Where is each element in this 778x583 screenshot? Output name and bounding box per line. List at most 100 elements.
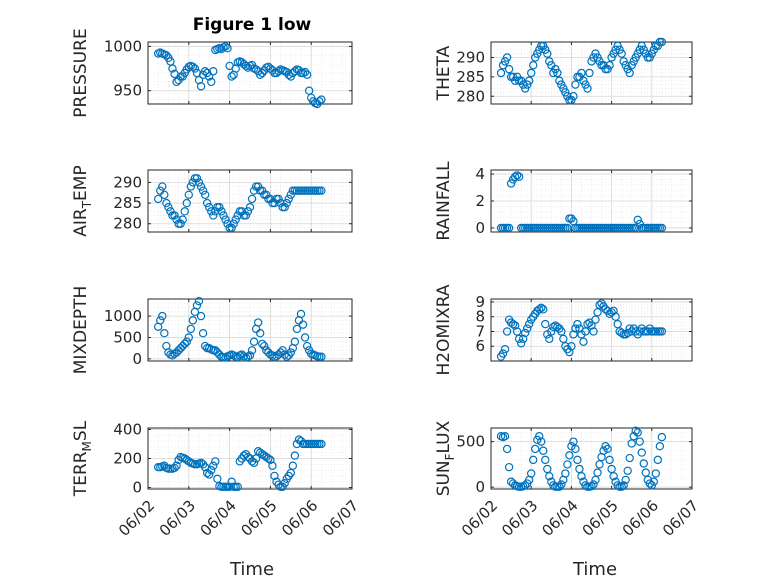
data-point bbox=[264, 454, 273, 463]
data-point bbox=[641, 468, 650, 477]
data-point bbox=[635, 437, 644, 446]
data-point bbox=[300, 333, 310, 342]
x-axis-label-left: Time bbox=[229, 559, 274, 580]
data-point bbox=[247, 346, 257, 355]
data-point bbox=[182, 337, 191, 346]
data-point bbox=[156, 316, 165, 325]
data-point bbox=[527, 68, 536, 78]
data-point bbox=[541, 455, 550, 465]
y-axis-label: RAINFALL bbox=[434, 161, 454, 241]
data-point bbox=[280, 202, 289, 212]
data-point bbox=[315, 97, 324, 106]
data-point bbox=[274, 67, 283, 76]
axes-box bbox=[490, 427, 693, 490]
data-point bbox=[585, 68, 594, 78]
data-point bbox=[553, 68, 562, 78]
data-point bbox=[221, 215, 230, 224]
y-tick-label: 280 bbox=[113, 215, 142, 233]
data-point bbox=[204, 470, 214, 479]
data-point bbox=[188, 316, 198, 325]
data-point bbox=[571, 324, 580, 333]
data-point bbox=[605, 61, 614, 70]
data-point bbox=[645, 479, 654, 488]
data-point bbox=[502, 327, 512, 336]
data-point bbox=[531, 444, 540, 454]
data-point bbox=[518, 334, 528, 344]
data-point bbox=[302, 341, 312, 351]
data-point bbox=[603, 444, 612, 454]
data-point bbox=[227, 72, 236, 81]
data-point bbox=[561, 469, 570, 478]
data-point bbox=[204, 202, 214, 212]
data-point bbox=[573, 455, 582, 465]
axes-box bbox=[147, 41, 353, 105]
data-point bbox=[182, 198, 191, 208]
data-point bbox=[617, 49, 626, 58]
data-point bbox=[579, 337, 588, 347]
data-point bbox=[539, 305, 548, 314]
data-point bbox=[557, 480, 566, 489]
data-point bbox=[172, 461, 181, 470]
data-point bbox=[595, 460, 604, 469]
y-axis-label: PRESSURE bbox=[71, 28, 91, 117]
y-tick-label: 0 bbox=[475, 219, 485, 237]
x-tick-label: 06/06 bbox=[619, 497, 662, 540]
data-point bbox=[637, 448, 646, 457]
data-point bbox=[583, 319, 592, 329]
axes-box bbox=[490, 41, 693, 105]
data-point bbox=[514, 172, 524, 181]
data-point bbox=[298, 320, 308, 329]
data-point bbox=[172, 77, 181, 87]
data-point bbox=[529, 455, 538, 465]
x-axis-label-right: Time bbox=[572, 559, 617, 580]
data-point bbox=[260, 341, 269, 351]
data-point bbox=[317, 95, 326, 104]
axes-box bbox=[147, 169, 353, 233]
data-point bbox=[617, 482, 626, 491]
data-point bbox=[581, 327, 590, 336]
data-point bbox=[204, 72, 214, 81]
data-point bbox=[256, 329, 265, 338]
data-point bbox=[233, 352, 242, 362]
data-point bbox=[223, 44, 232, 53]
y-tick-label: 0 bbox=[132, 479, 142, 497]
subplot-pressure: 950 1000 PRESSURE bbox=[71, 28, 353, 118]
data-point bbox=[158, 182, 167, 191]
data-point bbox=[633, 215, 642, 225]
data-point bbox=[278, 346, 287, 355]
data-point bbox=[516, 339, 526, 348]
data-point bbox=[565, 347, 574, 357]
data-point bbox=[545, 334, 554, 344]
data-point bbox=[284, 194, 293, 204]
data-point bbox=[168, 64, 177, 73]
data-point bbox=[539, 446, 548, 455]
data-point bbox=[188, 62, 198, 72]
data-point bbox=[251, 65, 261, 74]
data-point bbox=[537, 437, 546, 446]
data-point bbox=[217, 207, 226, 216]
data-point bbox=[227, 477, 236, 486]
axes-box bbox=[490, 298, 693, 362]
data-point bbox=[524, 76, 534, 85]
data-point bbox=[591, 315, 600, 324]
data-point bbox=[649, 477, 659, 486]
data-point bbox=[609, 306, 618, 316]
data-point bbox=[657, 327, 667, 336]
data-point bbox=[613, 319, 622, 329]
x-tick-label: 06/05 bbox=[237, 497, 280, 540]
data-point bbox=[162, 51, 171, 60]
data-point bbox=[593, 468, 602, 477]
data-point bbox=[229, 219, 238, 228]
y-tick-label: 8 bbox=[475, 308, 485, 326]
y-tick-label: 500 bbox=[113, 328, 142, 346]
y-tick-label: 7 bbox=[475, 322, 485, 340]
data-point bbox=[192, 301, 202, 310]
data-point bbox=[571, 80, 580, 89]
data-point bbox=[581, 481, 590, 490]
data-point bbox=[276, 348, 285, 357]
data-point bbox=[221, 42, 230, 51]
data-point bbox=[180, 207, 189, 216]
data-point bbox=[567, 214, 576, 223]
data-point bbox=[535, 305, 544, 314]
